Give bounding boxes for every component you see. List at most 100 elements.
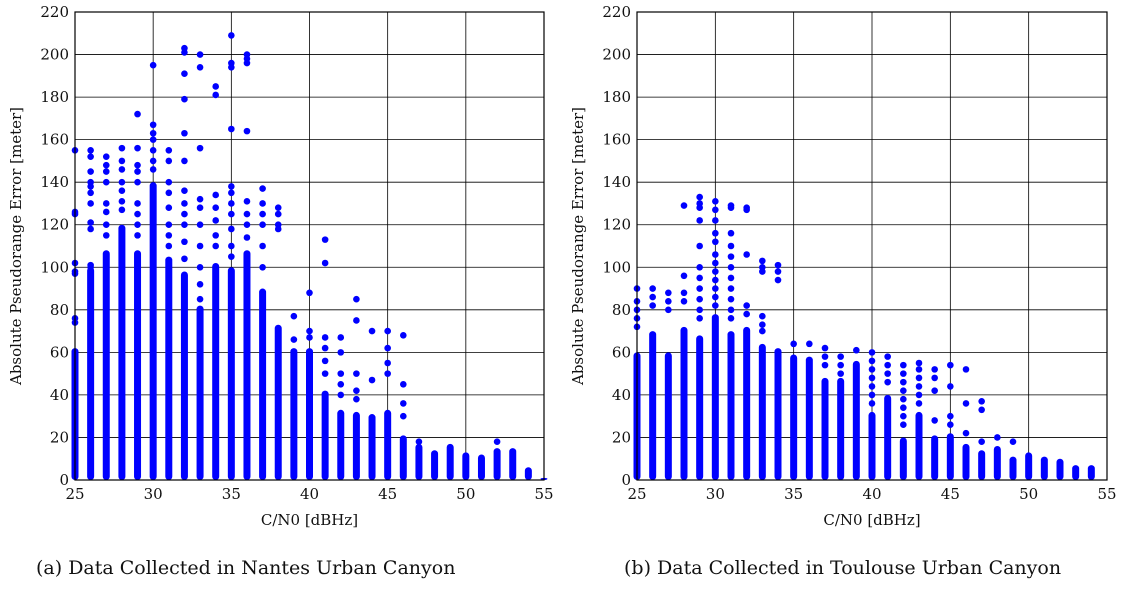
y-tick-label: 160 — [40, 131, 69, 149]
dense-point-cluster — [946, 433, 954, 480]
dense-point-cluster — [1025, 452, 1033, 480]
data-point — [696, 193, 703, 201]
dense-point-cluster — [837, 377, 845, 480]
data-point — [181, 129, 188, 137]
x-tick-label: 55 — [534, 485, 553, 503]
data-point — [181, 70, 188, 77]
data-point — [868, 400, 876, 407]
tick-labels: 25 30 35 40 45 50 55 0 20 40 60 80 100 120 140 160 180 20… — [40, 3, 553, 503]
data-point — [165, 221, 173, 229]
data-point — [87, 189, 94, 197]
data-point — [228, 32, 235, 39]
dense-point-cluster — [696, 335, 704, 480]
data-point — [243, 127, 251, 135]
data-point — [165, 157, 173, 165]
data-point — [228, 210, 235, 218]
data-point — [727, 274, 735, 282]
data-point — [384, 359, 391, 367]
data-point — [727, 263, 735, 271]
data-point — [962, 366, 970, 373]
data-point — [337, 380, 345, 388]
data-point — [868, 374, 876, 382]
data-points — [633, 193, 1095, 480]
dense-point-cluster — [1009, 456, 1017, 480]
x-tick-label: 25 — [65, 485, 84, 503]
dense-point-cluster — [884, 394, 892, 480]
data-point — [181, 187, 188, 194]
data-point — [228, 200, 235, 207]
data-point — [774, 261, 782, 269]
dense-point-cluster — [431, 450, 439, 480]
data-point — [696, 242, 703, 250]
data-point — [228, 242, 235, 250]
data-point — [181, 238, 188, 246]
data-point — [290, 336, 298, 343]
data-point — [228, 189, 235, 197]
dense-point-cluster — [165, 256, 173, 480]
dense-point-cluster — [743, 326, 751, 480]
data-point — [774, 276, 782, 284]
data-point — [149, 146, 157, 154]
data-point — [900, 361, 907, 369]
data-point — [102, 208, 110, 216]
y-tick-label: 220 — [40, 3, 69, 21]
dense-point-cluster — [899, 437, 907, 480]
x-tick-label: 30 — [144, 485, 163, 503]
data-point — [884, 378, 891, 386]
y-tick-label: 60 — [612, 343, 631, 361]
y-tick-label: 140 — [602, 173, 631, 191]
data-point — [400, 332, 407, 339]
data-point — [649, 285, 656, 292]
data-point — [759, 257, 766, 265]
data-point — [727, 285, 735, 292]
y-tick-label: 0 — [621, 471, 631, 489]
data-point — [243, 221, 251, 229]
data-point — [821, 344, 829, 352]
data-point — [102, 178, 110, 186]
data-point — [743, 310, 750, 318]
data-point — [228, 225, 235, 233]
scatter-chart-toulouse: 25 30 35 40 45 50 55 0 20 40 60 80 100 120 140 160 180 20… — [569, 3, 1117, 529]
data-point — [353, 387, 360, 394]
data-point — [712, 251, 719, 258]
data-point — [931, 366, 938, 373]
dense-point-cluster — [212, 263, 220, 480]
dense-point-cluster — [931, 435, 939, 480]
data-point — [118, 144, 126, 152]
data-point — [978, 438, 985, 446]
data-point — [134, 161, 141, 169]
data-point — [806, 340, 813, 348]
data-point — [196, 242, 204, 250]
data-point — [994, 434, 1001, 441]
data-point — [915, 383, 923, 390]
data-point — [259, 263, 266, 271]
data-point — [712, 217, 719, 224]
data-point — [884, 353, 891, 360]
data-point — [868, 383, 876, 390]
data-point — [368, 376, 376, 384]
x-axis-label: C/N0 [dBHz] — [261, 511, 358, 529]
y-tick-label: 0 — [59, 471, 69, 489]
data-point — [337, 349, 345, 356]
dense-point-cluster — [399, 435, 407, 480]
data-point — [884, 361, 891, 369]
data-point — [947, 421, 954, 428]
data-point — [321, 259, 329, 267]
data-point — [884, 370, 891, 377]
y-tick-label: 80 — [612, 301, 631, 319]
data-point — [181, 49, 188, 56]
data-point — [837, 353, 844, 360]
data-point — [759, 312, 766, 320]
data-point — [759, 268, 766, 275]
data-point — [87, 219, 94, 226]
x-tick-label: 40 — [300, 485, 319, 503]
dense-point-cluster — [680, 326, 688, 480]
dense-point-cluster — [149, 182, 157, 480]
y-tick-label: 60 — [50, 343, 69, 361]
data-point — [712, 302, 719, 309]
data-point — [962, 429, 970, 437]
y-tick-label: 40 — [612, 386, 631, 404]
data-point — [962, 400, 970, 407]
scatter-chart-nantes: 25 30 35 40 45 50 55 0 20 40 60 80 100 120 140 160 180 20… — [7, 3, 554, 529]
data-point — [400, 400, 407, 407]
